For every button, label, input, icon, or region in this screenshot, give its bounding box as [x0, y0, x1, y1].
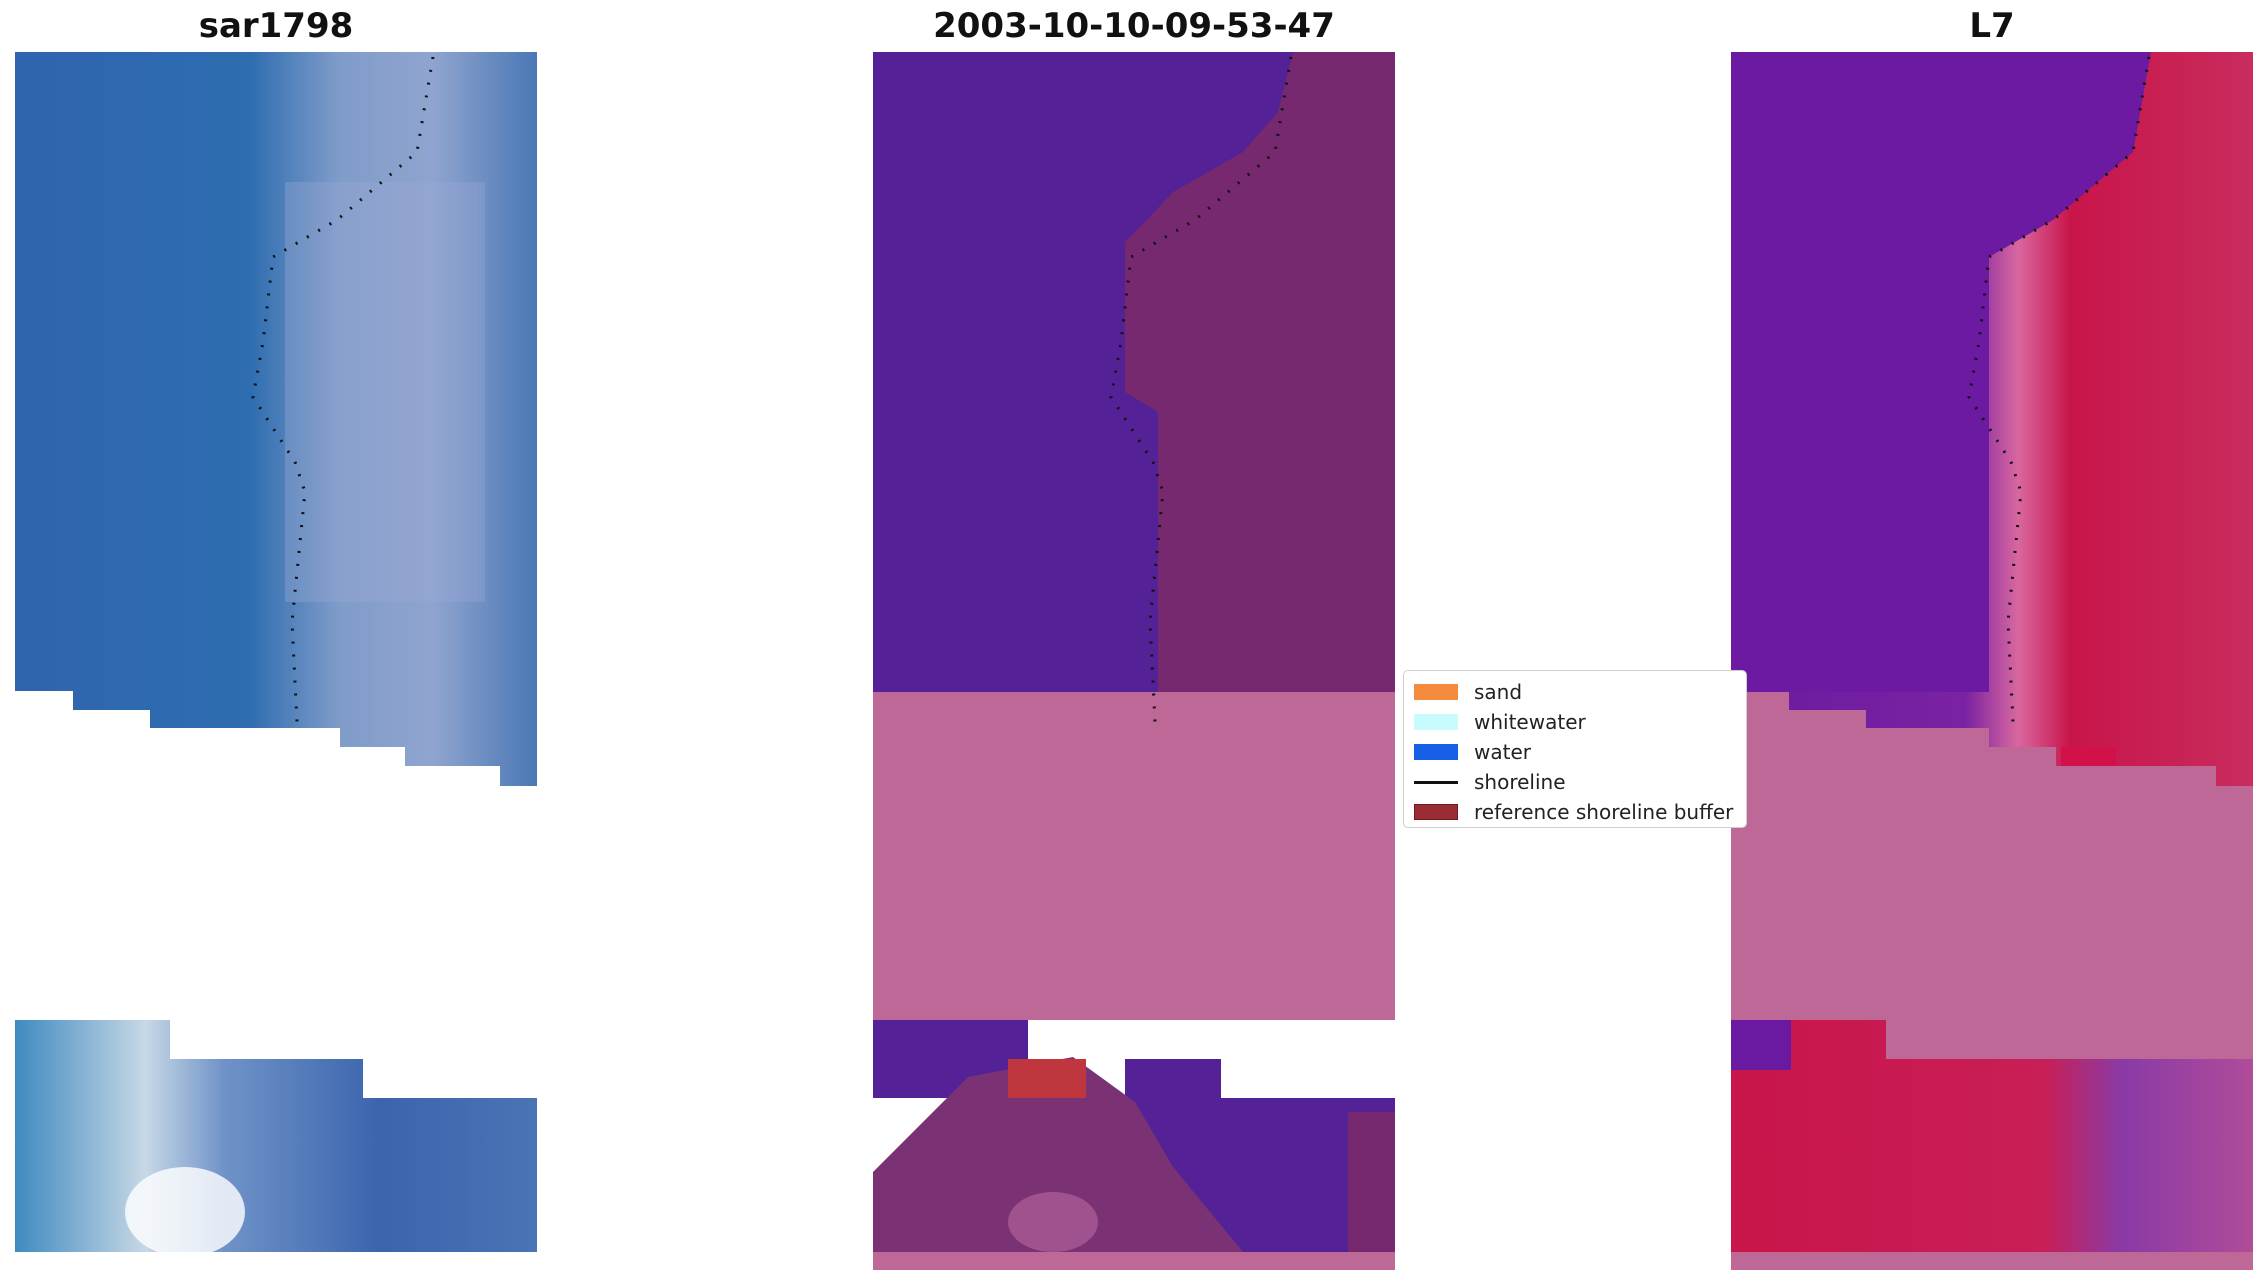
- index-image: [1731, 52, 2253, 1270]
- index-upper-water: [1731, 52, 2151, 692]
- rgb-image-panel: [15, 52, 537, 1270]
- nodata-bottom: [873, 1252, 1395, 1270]
- legend-swatch: [1414, 714, 1458, 730]
- legend-item-sand: sand: [1414, 677, 1736, 707]
- index-image-panel: [1731, 52, 2253, 1270]
- nodata-band: [873, 692, 1395, 1020]
- legend-label: sand: [1474, 680, 1523, 704]
- legend-item-shoreline: shoreline: [1414, 767, 1736, 797]
- legend-swatch: [1414, 804, 1458, 820]
- panel-title-rgb: sar1798: [198, 6, 354, 46]
- rgb-image: [15, 52, 537, 1257]
- legend-swatch: [1414, 744, 1458, 760]
- rgb-bright-patch: [285, 182, 485, 602]
- legend-item-water: water: [1414, 737, 1736, 767]
- rgb-lower-region: [15, 1020, 537, 1252]
- legend-swatch: [1414, 780, 1458, 784]
- land-lower-light: [1008, 1192, 1098, 1252]
- land-lower: [873, 1057, 1243, 1252]
- legend-swatch: [1414, 684, 1458, 700]
- rgb-white-patch: [125, 1167, 245, 1257]
- rgb-upper-region: [15, 52, 537, 786]
- nodata-band-index: [1731, 692, 2253, 1098]
- nodata-bottom-index: [1731, 1252, 2253, 1270]
- legend-label: whitewater: [1474, 710, 1586, 734]
- classified-image-panel: [873, 52, 1395, 1270]
- classified-image: [873, 52, 1395, 1270]
- legend-label: reference shoreline buffer: [1474, 800, 1734, 824]
- index-buffer-patch: [2061, 747, 2116, 766]
- legend-label: water: [1474, 740, 1531, 764]
- panel-title-index: L7: [1969, 6, 2015, 46]
- legend-label: shoreline: [1474, 770, 1566, 794]
- legend-item-whitewater: whitewater: [1414, 707, 1736, 737]
- panel-title-classified: 2003-10-10-09-53-47: [933, 6, 1335, 46]
- legend: sand whitewater water shoreline reference sh…: [1403, 670, 1747, 828]
- legend-item-reference-shoreline-buffer: reference shoreline buffer: [1414, 797, 1736, 827]
- reference-shoreline-buffer: [1008, 1059, 1086, 1098]
- land-region: [1125, 52, 1395, 786]
